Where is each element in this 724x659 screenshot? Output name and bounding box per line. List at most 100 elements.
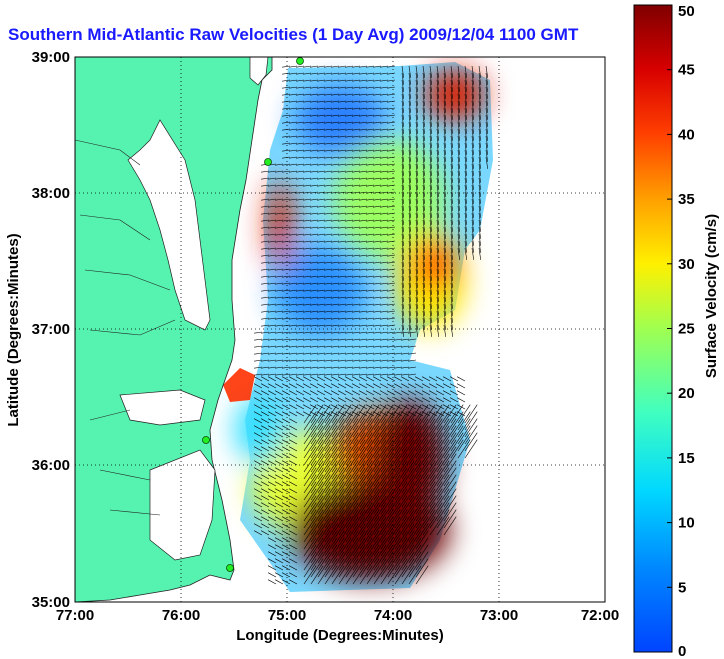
velocity-arrow — [310, 509, 324, 529]
velocity-vectors — [253, 65, 489, 585]
velocity-arrow — [310, 565, 324, 585]
velocity-arrow — [338, 530, 352, 550]
velocity-arrow — [450, 128, 454, 141]
velocity-arrow — [373, 247, 382, 250]
velocity-arrow — [450, 156, 454, 169]
velocity-arrow — [289, 128, 298, 131]
velocity-arrow — [373, 411, 387, 431]
velocity-arrow — [449, 390, 459, 396]
velocity-arrow — [345, 481, 359, 501]
velocity-arrow — [373, 93, 382, 96]
velocity-arrow — [387, 275, 396, 278]
velocity-arrow — [365, 390, 375, 396]
velocity-arrow — [338, 296, 347, 299]
velocity-arrow — [338, 345, 347, 348]
velocity-arrow — [303, 474, 317, 494]
velocity-arrow — [323, 397, 333, 403]
velocity-arrow — [296, 163, 305, 166]
velocity-arrow — [408, 359, 417, 362]
velocity-arrow — [261, 310, 270, 313]
velocity-arrow — [296, 121, 305, 124]
velocity-arrow — [450, 310, 454, 323]
velocity-arrow — [275, 177, 284, 180]
velocity-arrow — [443, 212, 447, 225]
velocity-arrow — [345, 317, 354, 320]
velocity-arrow — [324, 453, 338, 473]
velocity-arrow — [331, 460, 345, 480]
velocity-arrow — [261, 205, 270, 208]
velocity-arrow — [338, 275, 347, 278]
x-tick-label: 77:00 — [56, 607, 94, 624]
velocity-arrow — [366, 184, 375, 187]
x-tick-label: 75:00 — [268, 607, 306, 624]
velocity-arrow — [331, 65, 340, 68]
velocity-arrow — [373, 212, 382, 215]
velocity-arrow — [359, 219, 368, 222]
velocity-arrow — [449, 397, 459, 403]
velocity-arrow — [380, 453, 394, 473]
velocity-arrow — [387, 418, 401, 438]
velocity-arrow — [324, 149, 333, 152]
velocity-arrow — [485, 100, 489, 113]
velocity-arrow — [422, 121, 426, 134]
velocity-arrow — [457, 86, 461, 99]
velocity-arrow — [261, 268, 270, 271]
velocity-arrow — [338, 474, 352, 494]
velocity-arrow — [261, 226, 270, 229]
velocity-arrow — [282, 177, 291, 180]
velocity-arrow — [373, 184, 382, 187]
velocity-arrow — [261, 289, 270, 292]
velocity-arrow — [408, 366, 417, 369]
velocity-arrow — [373, 65, 382, 68]
velocity-arrow — [401, 170, 405, 183]
velocity-arrow — [373, 502, 387, 522]
velocity-arrow — [415, 79, 419, 92]
velocity-arrow — [429, 149, 433, 162]
velocity-arrow — [317, 460, 331, 480]
velocity-arrow — [317, 184, 326, 187]
velocity-arrow — [443, 205, 447, 218]
velocity-arrow — [380, 516, 394, 536]
velocity-arrow — [331, 128, 340, 131]
velocity-arrow — [352, 544, 366, 564]
velocity-arrow — [359, 495, 373, 515]
velocity-arrow — [289, 163, 298, 166]
velocity-arrow — [450, 170, 454, 183]
velocity-arrow — [373, 142, 382, 145]
velocity-arrow — [401, 488, 415, 508]
velocity-arrow — [429, 516, 443, 536]
velocity-arrow — [267, 488, 277, 494]
velocity-arrow — [338, 432, 352, 452]
velocity-arrow — [309, 376, 319, 382]
velocity-arrow — [358, 390, 368, 396]
velocity-arrow — [296, 128, 305, 131]
velocity-arrow — [303, 467, 317, 487]
velocity-arrow — [275, 275, 284, 278]
velocity-arrow — [422, 439, 436, 459]
velocity-arrow — [380, 142, 389, 145]
velocity-arrow — [394, 516, 408, 536]
velocity-arrow — [429, 177, 433, 190]
velocity-arrow — [380, 338, 389, 341]
velocity-arrow — [310, 142, 319, 145]
velocity-arrow — [296, 366, 305, 369]
velocity-arrow — [352, 345, 361, 348]
velocity-arrow — [400, 404, 410, 410]
velocity-arrow — [282, 128, 291, 131]
velocity-arrow — [331, 254, 340, 257]
velocity-arrow — [373, 296, 382, 299]
velocity-arrow — [317, 481, 331, 501]
velocity-arrow — [324, 481, 338, 501]
velocity-arrow — [352, 418, 366, 438]
velocity-arrow — [428, 404, 438, 410]
velocity-arrow — [267, 565, 277, 571]
velocity-arrow — [366, 205, 375, 208]
velocity-arrow — [352, 72, 361, 75]
velocity-arrow — [268, 233, 277, 236]
velocity-arrow — [436, 65, 440, 78]
velocity-arrow — [352, 296, 361, 299]
velocity-arrow — [429, 65, 433, 78]
colorbar-tick-label: 50 — [678, 3, 695, 20]
velocity-arrow — [436, 467, 450, 487]
pamlico-sound — [149, 449, 216, 561]
